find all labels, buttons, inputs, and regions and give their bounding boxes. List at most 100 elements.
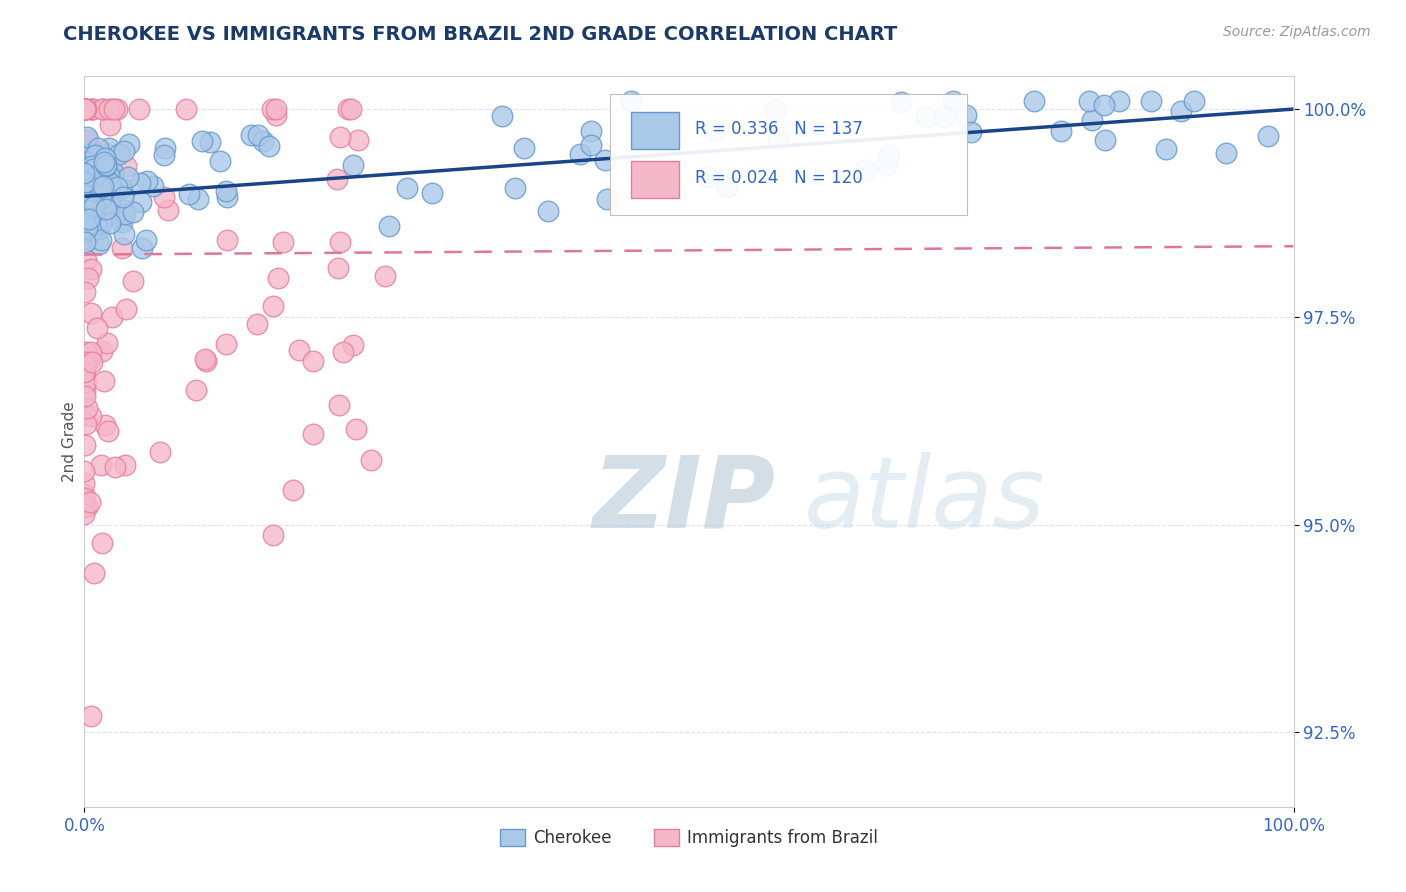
Point [766, 132, 789, 146]
Point [96, 202, 118, 216]
Point [83, 169, 105, 183]
Point [153, 190, 176, 204]
Point [215, 337, 238, 351]
Point [262, 299, 284, 313]
Point [80, 355, 103, 369]
Point [114, 458, 136, 472]
Point [76, 271, 98, 285]
Point [75, 189, 97, 203]
Point [177, 186, 200, 201]
Point [703, 123, 725, 137]
Point [80, 262, 103, 277]
Point [328, 398, 350, 412]
Point [80, 185, 103, 199]
Point [96, 159, 118, 173]
Point [302, 427, 325, 442]
Point [73, 408, 96, 422]
Point [955, 107, 977, 121]
Point [246, 128, 269, 142]
Point [877, 148, 900, 162]
Point [853, 162, 876, 177]
Point [112, 203, 135, 218]
Point [245, 318, 267, 332]
Point [79, 173, 101, 187]
Point [93, 151, 115, 165]
Point [329, 235, 352, 250]
Point [91, 102, 114, 116]
Point [98, 168, 121, 182]
Point [82, 161, 104, 176]
Point [76, 130, 98, 145]
Point [513, 141, 536, 155]
Point [153, 148, 176, 162]
Point [76, 202, 98, 216]
Point [890, 95, 912, 109]
Point [875, 158, 897, 172]
Point [128, 102, 150, 116]
Point [93, 417, 115, 432]
Point [73, 150, 96, 164]
Point [94, 157, 117, 171]
Point [336, 102, 359, 116]
Point [98, 180, 121, 194]
Point [128, 176, 150, 190]
Point [697, 169, 720, 184]
Point [581, 124, 603, 138]
Point [122, 204, 145, 219]
Point [98, 177, 121, 191]
Bar [631, 161, 679, 198]
Point [215, 233, 238, 247]
Point [82, 102, 104, 116]
Point [76, 194, 98, 209]
Text: R = 0.336   N = 137: R = 0.336 N = 137 [695, 120, 863, 138]
Point [79, 183, 101, 197]
Legend: Cherokee, Immigrants from Brazil: Cherokee, Immigrants from Brazil [494, 822, 884, 854]
Point [82, 172, 104, 186]
Point [135, 233, 157, 247]
Point [1050, 124, 1073, 138]
Point [1092, 98, 1115, 112]
Point [82, 102, 104, 116]
Point [111, 215, 134, 229]
Point [76, 133, 98, 147]
Point [73, 365, 96, 379]
Point [79, 198, 101, 212]
Point [87, 141, 110, 155]
Point [80, 181, 103, 195]
Point [187, 192, 209, 206]
Point [157, 203, 180, 218]
Point [97, 147, 120, 161]
Point [82, 156, 104, 170]
Point [91, 202, 114, 217]
Point [716, 180, 738, 194]
Point [1215, 146, 1237, 161]
Point [129, 194, 152, 209]
Point [73, 438, 96, 452]
Point [91, 178, 114, 193]
Point [73, 102, 96, 116]
Point [76, 102, 98, 116]
Point [73, 178, 96, 192]
Point [198, 135, 221, 149]
Point [491, 109, 513, 123]
Point [93, 180, 115, 194]
Point [73, 102, 96, 116]
Point [240, 128, 263, 143]
Point [302, 353, 325, 368]
Point [73, 232, 96, 246]
Point [1094, 133, 1116, 147]
Point [73, 225, 96, 239]
Point [342, 337, 364, 351]
Point [360, 452, 382, 467]
Point [114, 207, 136, 221]
Point [77, 202, 100, 217]
Point [75, 253, 97, 268]
Text: atlas: atlas [804, 451, 1046, 549]
Point [112, 144, 135, 158]
Point [98, 118, 121, 132]
Point [73, 218, 96, 232]
Point [84, 148, 107, 162]
Point [73, 102, 96, 116]
Point [377, 219, 399, 233]
Point [942, 94, 965, 108]
